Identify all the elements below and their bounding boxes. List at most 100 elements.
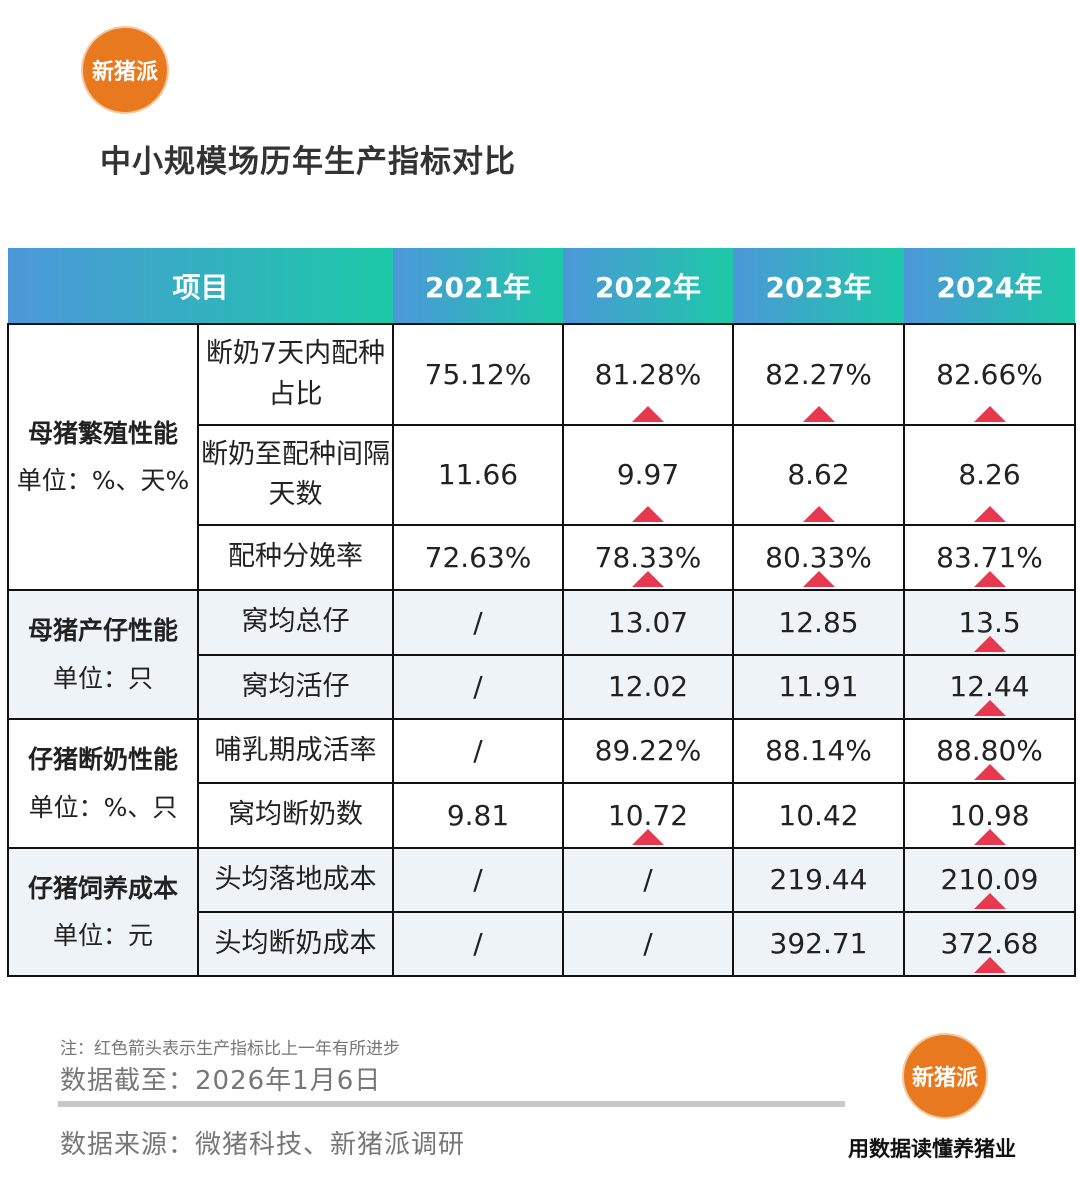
indicator-name: 窝均断奶数 — [196, 782, 395, 849]
value-cell: 78.33% — [562, 524, 735, 591]
up-arrow-icon — [973, 893, 1006, 909]
up-arrow-icon — [973, 700, 1006, 716]
value-cell: 9.81 — [392, 782, 565, 849]
value-cell: 89.22% — [562, 718, 735, 784]
section-name: 仔猪饲养成本 — [27, 873, 178, 903]
section-unit: 单位：%、只 — [28, 792, 178, 822]
table-row: 母猪繁殖性能 单位：%、天% 断奶7天内配种占比 75.12% 81.28% 82.27%… — [7, 323, 1077, 591]
up-arrow-icon — [973, 764, 1006, 780]
value-text: 78.33% — [594, 540, 702, 574]
value-text: 88.80% — [936, 734, 1043, 767]
indicator-name: 窝均总仔 — [196, 589, 395, 656]
up-arrow-icon — [973, 506, 1006, 522]
up-arrow-icon — [973, 957, 1006, 973]
value-cell: 8.26 — [903, 424, 1077, 526]
section-cell: 母猪繁殖性能 单位：%、天% — [7, 323, 199, 591]
value-text: 75.12% — [424, 357, 532, 391]
data-date: 数据截至：2026年1月6日 — [60, 1066, 382, 1096]
header-item: 项目 — [8, 248, 394, 324]
value-cell: 80.33% — [732, 524, 906, 591]
value-cell: 88.80% — [903, 718, 1077, 784]
value-text: 80.33% — [765, 540, 872, 574]
value-text: / — [473, 670, 483, 703]
header-year: 2021年 — [393, 248, 564, 324]
table-row: 窝均断奶数 9.81 10.72 10.42 10.98 — [8, 782, 1077, 849]
value-cell: / — [392, 718, 565, 784]
value-text: 83.71% — [936, 540, 1043, 574]
indicator-name: 哺乳期成活率 — [196, 718, 395, 784]
table-row: 配种分娩率 72.63% 78.33% 80.33% 83.71% — [8, 524, 1077, 591]
up-arrow-icon — [632, 829, 665, 845]
value-cell: 82.27% — [732, 323, 906, 426]
value-text: / — [473, 927, 483, 960]
indicator-name: 头均断奶成本 — [196, 911, 395, 977]
section-cell: 仔猪断奶性能 单位：%、只 — [7, 718, 199, 849]
value-text: 9.81 — [446, 798, 510, 832]
value-text: 89.22% — [594, 734, 702, 767]
section-cell: 仔猪饲养成本 单位：元 — [7, 847, 199, 977]
up-arrow-icon — [632, 506, 665, 522]
slogan: 用数据读懂养猪业 — [848, 1137, 1016, 1161]
section-unit: 单位：元 — [52, 921, 153, 950]
brand-logo: 新猪派 — [81, 26, 169, 114]
value-text: 10.98 — [949, 798, 1030, 832]
value-cell: / — [392, 589, 565, 656]
up-arrow-icon — [973, 636, 1006, 652]
section-cell: 母猪产仔性能 单位：只 — [7, 589, 199, 720]
value-text: 82.27% — [765, 357, 872, 391]
value-text: 12.85 — [778, 605, 859, 639]
value-text: 9.97 — [616, 458, 680, 491]
value-text: / — [473, 605, 483, 639]
value-text: 88.14% — [765, 734, 872, 767]
value-cell: 72.63% — [392, 524, 565, 591]
indicator-table: 项目 2021年 2022年 2023年 2024年 母猪繁殖性能 单位：%、天%… — [7, 248, 1077, 977]
brand-logo: 新猪派 — [902, 1033, 988, 1119]
indicator-name: 头均落地成本 — [196, 847, 395, 913]
indicator-name: 窝均活仔 — [196, 654, 395, 720]
value-cell: 9.97 — [562, 424, 735, 526]
data-source: 数据来源：微猪科技、新猪派调研 — [60, 1130, 466, 1160]
up-arrow-icon — [973, 406, 1006, 422]
footnote: 注：红色箭头表示生产指标比上一年有所进步 — [60, 1039, 400, 1059]
value-cell: 75.12% — [392, 323, 565, 426]
value-text: 11.91 — [778, 670, 859, 703]
value-cell: / — [392, 847, 565, 913]
value-text: 10.72 — [607, 798, 689, 832]
value-text: 392.71 — [769, 927, 868, 960]
logo-text: 新猪派 — [911, 1066, 978, 1091]
value-cell: 10.42 — [732, 782, 906, 849]
value-text: 10.42 — [778, 798, 859, 832]
value-cell: 372.68 — [903, 911, 1077, 977]
up-arrow-icon — [802, 571, 835, 587]
value-text: 372.68 — [940, 927, 1039, 960]
value-text: 210.09 — [940, 863, 1039, 896]
section-unit: 单位：只 — [52, 663, 153, 693]
value-cell: / — [562, 911, 735, 977]
indicator-name: 断奶7天内配种占比 — [196, 323, 395, 426]
table-row: 母猪产仔性能 单位：只 窝均总仔/13.07 12.85 13.5 — [7, 589, 1077, 720]
value-cell: 8.62 — [732, 424, 906, 526]
table-row: 窝均活仔 / 12.02 11.91 12.44 — [8, 654, 1077, 720]
up-arrow-icon — [632, 571, 665, 587]
table-header: 项目 2021年 2022年 2023年 2024年 — [8, 248, 1076, 324]
value-cell: 88.14% — [732, 718, 906, 784]
value-cell: / — [392, 911, 565, 977]
value-text: 13.5 — [958, 605, 1021, 639]
up-arrow-icon — [632, 406, 665, 422]
divider — [58, 1101, 845, 1107]
value-cell: 83.71% — [903, 524, 1077, 591]
section-unit: 单位：%、天% — [16, 466, 190, 495]
value-cell: 11.66 — [392, 424, 565, 526]
value-text: 11.66 — [437, 458, 519, 491]
value-cell: 12.85 — [732, 589, 906, 656]
value-cell: 81.28% — [562, 323, 735, 426]
header-year: 2024年 — [904, 248, 1076, 324]
section-name: 母猪繁殖性能 — [27, 418, 178, 448]
header-year: 2023年 — [733, 248, 905, 324]
value-cell: 10.98 — [903, 782, 1077, 849]
value-text: / — [473, 863, 483, 896]
section-name: 仔猪断奶性能 — [27, 745, 178, 774]
value-cell: 11.91 — [732, 654, 906, 720]
value-text: / — [643, 927, 653, 960]
value-text: 12.02 — [607, 670, 689, 703]
